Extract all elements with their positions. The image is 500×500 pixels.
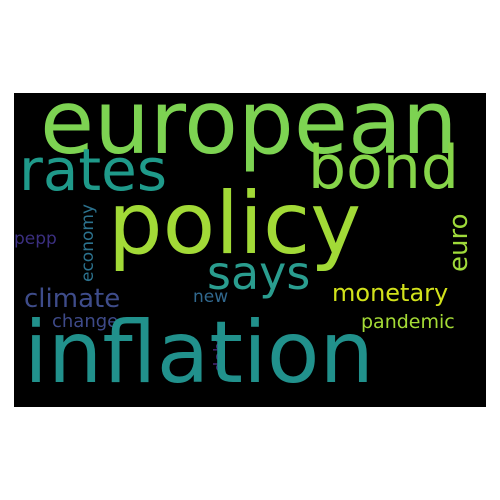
word-euro: euro: [444, 213, 474, 273]
word-says: says: [207, 246, 311, 300]
word-pandemic: pandemic: [361, 311, 455, 333]
word-climate: climate: [24, 284, 121, 314]
word-bond: bond: [308, 133, 459, 203]
word-inflation: inflation: [24, 303, 375, 403]
word-cloud-canvas: european rates bond policy says monetary…: [14, 93, 486, 407]
word-policy: policy: [108, 174, 362, 274]
word-change: change: [52, 311, 119, 332]
word-new: new: [193, 287, 229, 307]
word-pepp: pepp: [14, 229, 57, 249]
word-economy: economy: [78, 203, 98, 282]
word-european: european: [40, 93, 458, 174]
word-monetary: monetary: [332, 279, 449, 307]
word-rates: rates: [19, 136, 168, 204]
